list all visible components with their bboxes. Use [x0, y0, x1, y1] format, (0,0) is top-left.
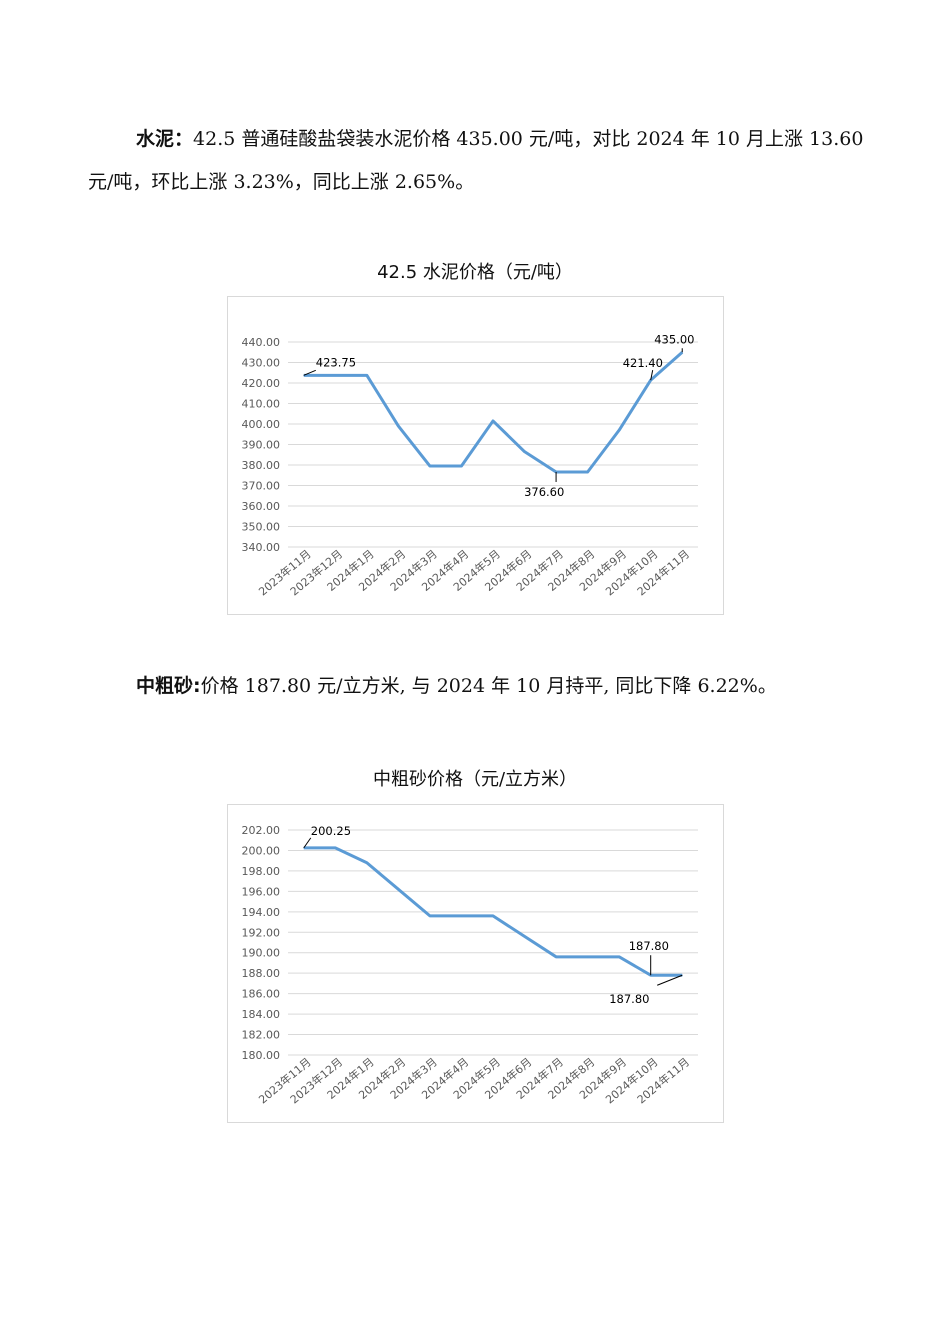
data-point — [334, 374, 336, 376]
data-point — [524, 935, 526, 937]
y-tick-label: 198.00 — [242, 865, 281, 878]
y-tick-label: 410.00 — [242, 398, 281, 411]
y-tick-label: 196.00 — [242, 885, 281, 898]
data-point — [524, 451, 526, 453]
y-tick-label: 400.00 — [242, 418, 281, 431]
cement-chart: 340.00 350.00 360.00 370.00 380.00 390.00 400.… — [227, 296, 724, 615]
data-point — [460, 915, 462, 917]
y-tick-label: 360.00 — [242, 500, 281, 513]
annotation-leader — [303, 837, 312, 849]
cement-chart-svg: 340.00 350.00 360.00 370.00 380.00 390.00 400.… — [242, 332, 698, 598]
sand-label: 中粗砂: — [136, 675, 201, 697]
y-tick-label: 186.00 — [242, 988, 281, 1001]
y-tick-label: 430.00 — [242, 357, 281, 370]
data-label: 435.00 — [654, 332, 694, 346]
data-point — [397, 888, 399, 890]
y-tick-label: 190.00 — [242, 947, 281, 960]
data-point — [492, 420, 494, 422]
data-label: 423.75 — [316, 355, 356, 369]
data-point — [618, 429, 620, 431]
y-tick-label: 184.00 — [242, 1008, 281, 1021]
y-tick-label: 202.00 — [242, 824, 281, 837]
data-label: 200.25 — [311, 824, 351, 838]
data-label: 376.60 — [524, 485, 564, 499]
y-tick-label: 182.00 — [242, 1029, 281, 1042]
annotation-leader — [650, 370, 654, 381]
y-tick-label: 440.00 — [242, 336, 281, 349]
data-point — [587, 471, 589, 473]
annotation-leader — [303, 369, 316, 376]
sand-chart-svg: 180.00 182.00 184.00 186.00 188.00 190.00 192.… — [242, 824, 698, 1106]
y-tick-label: 380.00 — [242, 459, 281, 472]
y-tick-label: 200.00 — [242, 844, 281, 857]
cement-text: 42.5 普通硅酸盐袋装水泥价格 435.00 元/吨，对比 2024 年 10… — [88, 128, 864, 193]
data-point — [587, 956, 589, 958]
sand-text: 价格 187.80 元/立方米, 与 2024 年 10 月持平, 同比下降 6… — [200, 675, 777, 697]
data-point — [460, 465, 462, 467]
data-label: 187.80 — [609, 992, 649, 1006]
sand-paragraph: 中粗砂:价格 187.80 元/立方米, 与 2024 年 10 月持平, 同比… — [136, 665, 896, 708]
data-label: 421.40 — [623, 356, 663, 370]
y-tick-label: 188.00 — [242, 967, 281, 980]
data-point — [429, 915, 431, 917]
y-tick-label: 180.00 — [242, 1049, 281, 1062]
y-tick-label: 350.00 — [242, 521, 281, 534]
y-tick-label: 340.00 — [242, 541, 281, 554]
cement-label: 水泥： — [136, 128, 194, 150]
sand-chart: 180.00 182.00 184.00 186.00 188.00 190.00 192.… — [227, 804, 724, 1123]
data-point — [397, 425, 399, 427]
series-line — [303, 351, 684, 474]
data-point — [334, 847, 336, 849]
cement-paragraph: 水泥：42.5 普通硅酸盐袋装水泥价格 435.00 元/吨，对比 2024 年… — [88, 118, 868, 204]
data-label: 187.80 — [629, 939, 669, 953]
cement-chart-title: 42.5 水泥价格（元/吨） — [377, 262, 573, 283]
sand-chart-title: 中粗砂价格（元/立方米） — [372, 769, 578, 790]
data-point — [366, 862, 368, 864]
y-tick-label: 370.00 — [242, 480, 281, 493]
data-point — [492, 915, 494, 917]
data-point — [555, 956, 557, 958]
y-tick-label: 420.00 — [242, 377, 281, 390]
data-point — [429, 465, 431, 467]
y-tick-label: 390.00 — [242, 439, 281, 452]
annotation-leader — [657, 974, 683, 986]
data-point — [366, 374, 368, 376]
y-tick-label: 192.00 — [242, 926, 281, 939]
y-tick-label: 194.00 — [242, 906, 281, 919]
data-point — [618, 956, 620, 958]
